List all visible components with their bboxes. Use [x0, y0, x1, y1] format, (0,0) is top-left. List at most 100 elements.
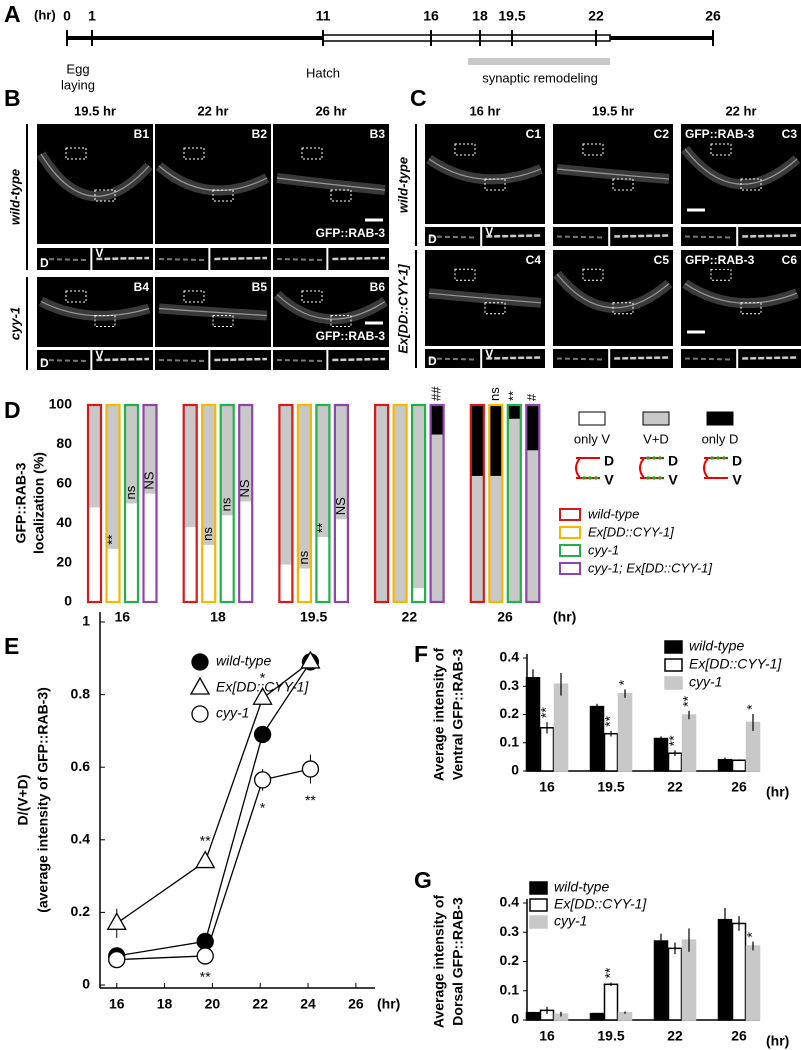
bar-segment [183, 527, 197, 602]
inset-label: V [485, 347, 493, 361]
bar-segment [430, 434, 444, 602]
legend-label: wild-type [689, 638, 744, 654]
legend-swatch [559, 562, 581, 575]
series-line [116, 768, 311, 961]
y-tick-label: 0.1 [500, 733, 520, 749]
inset [553, 349, 609, 368]
bar [603, 983, 619, 1021]
legend-label: Ex[DD::CYY-1] [216, 679, 309, 695]
significance: ns [296, 550, 311, 564]
y-axis-label: Dorsal GFP::RAB-3 [450, 897, 466, 1026]
roi-box [65, 147, 87, 160]
significance: ** [305, 792, 316, 808]
bar-segment [316, 405, 330, 537]
column-header: 16 hr [469, 103, 500, 118]
marker [301, 760, 320, 778]
legend-label: cyy-1; Ex[DD::CYY-1] [588, 560, 712, 575]
inset [37, 248, 91, 270]
bar-outline [238, 403, 254, 604]
inset-signal [486, 356, 542, 360]
bar-segment [412, 588, 426, 602]
legend-label: wild-type [588, 506, 639, 521]
legend-swatch [664, 676, 683, 690]
worm-edge [684, 283, 798, 304]
y-tick-label: 0.2 [500, 705, 520, 721]
panel-id: C2 [654, 127, 670, 141]
bar-segment [239, 405, 253, 502]
bar [745, 945, 761, 1021]
bar-outline [429, 403, 445, 604]
panel-id: B1 [134, 127, 150, 141]
significance: ** [200, 833, 211, 849]
worm-edge [158, 165, 268, 192]
inset [155, 248, 209, 270]
inset-signal [214, 256, 268, 261]
inset-label: D [428, 232, 437, 246]
timeline-tick-label: 11 [316, 8, 331, 24]
y-tick-label: 60 [56, 475, 72, 491]
bar-outline [296, 403, 312, 604]
bar [603, 732, 619, 772]
x-tick-label: 18 [157, 996, 173, 1012]
legend-swatch [559, 544, 581, 557]
worm-edge [40, 300, 150, 317]
icon-synapse [722, 456, 726, 460]
significance: ns [200, 527, 215, 541]
inset-label: D [428, 354, 437, 368]
timeline-tick-label: 1 [88, 8, 96, 24]
bar-outline [201, 403, 217, 604]
worm-edge [428, 292, 542, 304]
x-tick-label: 26 [731, 1028, 747, 1044]
significance: ** [602, 967, 618, 978]
bar-segment [106, 405, 120, 549]
legend-label: wild-type [216, 653, 271, 669]
x-tick-label: 20 [205, 996, 221, 1012]
significance: # [524, 393, 539, 401]
roi-box [484, 302, 506, 315]
inset-label: V [485, 225, 493, 239]
row-label: Ex[DD::CYY-1] [395, 264, 410, 354]
event-label: Egg [66, 61, 89, 76]
marker [300, 650, 321, 669]
bar-segment [470, 405, 484, 476]
legend-swatch [529, 915, 548, 929]
bar-segment [202, 405, 216, 545]
roi-box [454, 143, 476, 156]
x-tick-label: 24 [300, 996, 316, 1012]
event-label: laying [61, 77, 95, 92]
bar-segment [297, 568, 311, 602]
bar-outline [374, 403, 390, 604]
inset [681, 349, 737, 368]
x-tick-label: 22 [402, 609, 418, 625]
bar-segment [393, 405, 407, 602]
y-tick-label: 0 [511, 1011, 519, 1027]
bar [731, 759, 747, 772]
icon-synapse [658, 476, 662, 480]
bar-outline [333, 403, 349, 604]
inset-signal [332, 357, 386, 362]
icon-synapse [594, 476, 598, 480]
column-header: 19.5 hr [592, 103, 634, 118]
timeline-tick-label: 19.5 [498, 8, 525, 24]
icon-synapse [710, 456, 714, 460]
legend-swatch [642, 411, 670, 426]
panel-id: C5 [654, 253, 670, 267]
bar [667, 947, 683, 1021]
icon-neuron [639, 457, 664, 479]
inset-label: V [95, 246, 103, 260]
inset [37, 350, 91, 370]
roi-box [454, 268, 476, 281]
significance: * [260, 669, 266, 685]
bar-outline [392, 403, 408, 604]
x-tick-label: 19.5 [597, 779, 624, 795]
bar-segment [143, 493, 157, 602]
x-tick-label: 26 [731, 779, 747, 795]
marker [252, 686, 273, 705]
event-label: synaptic remodeling [482, 70, 598, 85]
roi-box [301, 290, 323, 303]
icon-label: V [668, 472, 678, 488]
legend-label: wild-type [554, 879, 609, 895]
event-label: Hatch [306, 65, 340, 80]
bar-segment [507, 405, 521, 419]
